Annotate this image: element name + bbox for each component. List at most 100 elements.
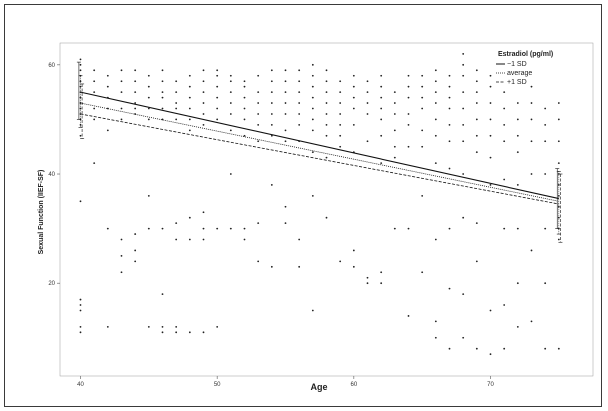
data-point <box>202 238 205 241</box>
data-point <box>270 184 273 186</box>
data-point <box>270 265 273 268</box>
data-point <box>557 140 560 143</box>
data-point <box>79 63 82 66</box>
data-point <box>380 134 383 137</box>
data-point <box>284 102 287 104</box>
regression-line-minus-1sd <box>80 91 559 200</box>
x-axis-label: Age <box>310 382 327 392</box>
data-point <box>270 80 273 83</box>
data-point <box>284 205 287 208</box>
data-point <box>462 63 465 66</box>
data-point <box>462 336 465 339</box>
data-point <box>229 113 232 115</box>
data-point <box>202 227 205 230</box>
data-point <box>366 276 369 279</box>
data-point <box>243 96 246 99</box>
data-point <box>120 271 123 274</box>
data-point <box>393 91 396 94</box>
data-point <box>284 113 287 115</box>
data-point <box>93 91 96 94</box>
data-point <box>516 282 519 285</box>
data-point <box>270 102 273 104</box>
data-point <box>393 227 396 230</box>
data-point <box>257 140 260 143</box>
data-point <box>516 151 519 154</box>
data-point <box>243 80 246 83</box>
data-point <box>229 74 232 77</box>
data-point <box>380 282 383 285</box>
data-point <box>175 102 178 104</box>
data-point <box>229 80 232 83</box>
data-point <box>134 102 137 104</box>
data-point <box>188 129 191 132</box>
data-point <box>530 102 533 104</box>
data-point <box>257 123 260 126</box>
data-point <box>243 85 246 88</box>
data-point <box>366 91 369 94</box>
data-point <box>352 123 355 126</box>
data-point <box>134 249 137 252</box>
data-point <box>339 260 342 263</box>
data-point <box>311 194 314 197</box>
data-point <box>434 336 437 339</box>
data-point <box>407 85 410 88</box>
data-point <box>79 96 82 99</box>
data-point <box>298 80 301 83</box>
data-point <box>489 74 492 77</box>
legend-entry-minus-1sd: −1 SD <box>507 61 527 68</box>
data-point <box>298 91 301 94</box>
data-point <box>298 69 301 72</box>
data-point <box>475 151 478 154</box>
data-point <box>325 69 328 72</box>
data-point <box>79 298 82 301</box>
data-point <box>257 102 260 104</box>
data-point <box>202 123 205 126</box>
data-point <box>421 129 424 132</box>
data-point <box>325 91 328 94</box>
data-point <box>448 347 451 350</box>
data-point <box>462 74 465 77</box>
data-point <box>311 74 314 77</box>
data-point <box>270 123 273 126</box>
data-point <box>311 129 314 132</box>
data-point <box>311 107 314 110</box>
data-point <box>134 80 137 83</box>
data-point <box>188 238 191 241</box>
data-point <box>407 315 410 317</box>
data-point <box>503 304 506 306</box>
legend-entry-average: average <box>507 70 532 77</box>
data-point <box>489 102 492 104</box>
data-point <box>243 227 246 230</box>
data-point <box>366 113 369 115</box>
legend-title: Estradiol (pg/ml) <box>498 51 553 58</box>
data-point <box>503 123 506 126</box>
y-tick-label: 60 <box>48 63 55 69</box>
data-point <box>448 96 451 99</box>
axes <box>57 42 594 379</box>
data-point <box>106 74 109 77</box>
data-point <box>134 91 137 94</box>
data-point <box>557 162 560 164</box>
data-point <box>380 107 383 110</box>
data-point <box>93 162 96 164</box>
data-point <box>161 96 164 99</box>
data-point <box>147 325 150 328</box>
data-point <box>202 102 205 104</box>
x-tick-label: 70 <box>487 382 494 388</box>
data-point <box>202 69 205 72</box>
data-point <box>530 173 533 175</box>
data-point <box>147 85 150 88</box>
data-point <box>79 325 82 328</box>
data-point <box>216 325 219 328</box>
data-point <box>475 134 478 137</box>
data-point <box>380 96 383 99</box>
data-point <box>311 63 314 66</box>
data-point <box>284 69 287 72</box>
data-point <box>530 118 533 121</box>
data-point <box>434 134 437 137</box>
data-point <box>352 265 355 268</box>
data-point <box>325 123 328 126</box>
data-point <box>325 102 328 104</box>
data-point <box>134 107 137 110</box>
data-point <box>339 91 342 94</box>
